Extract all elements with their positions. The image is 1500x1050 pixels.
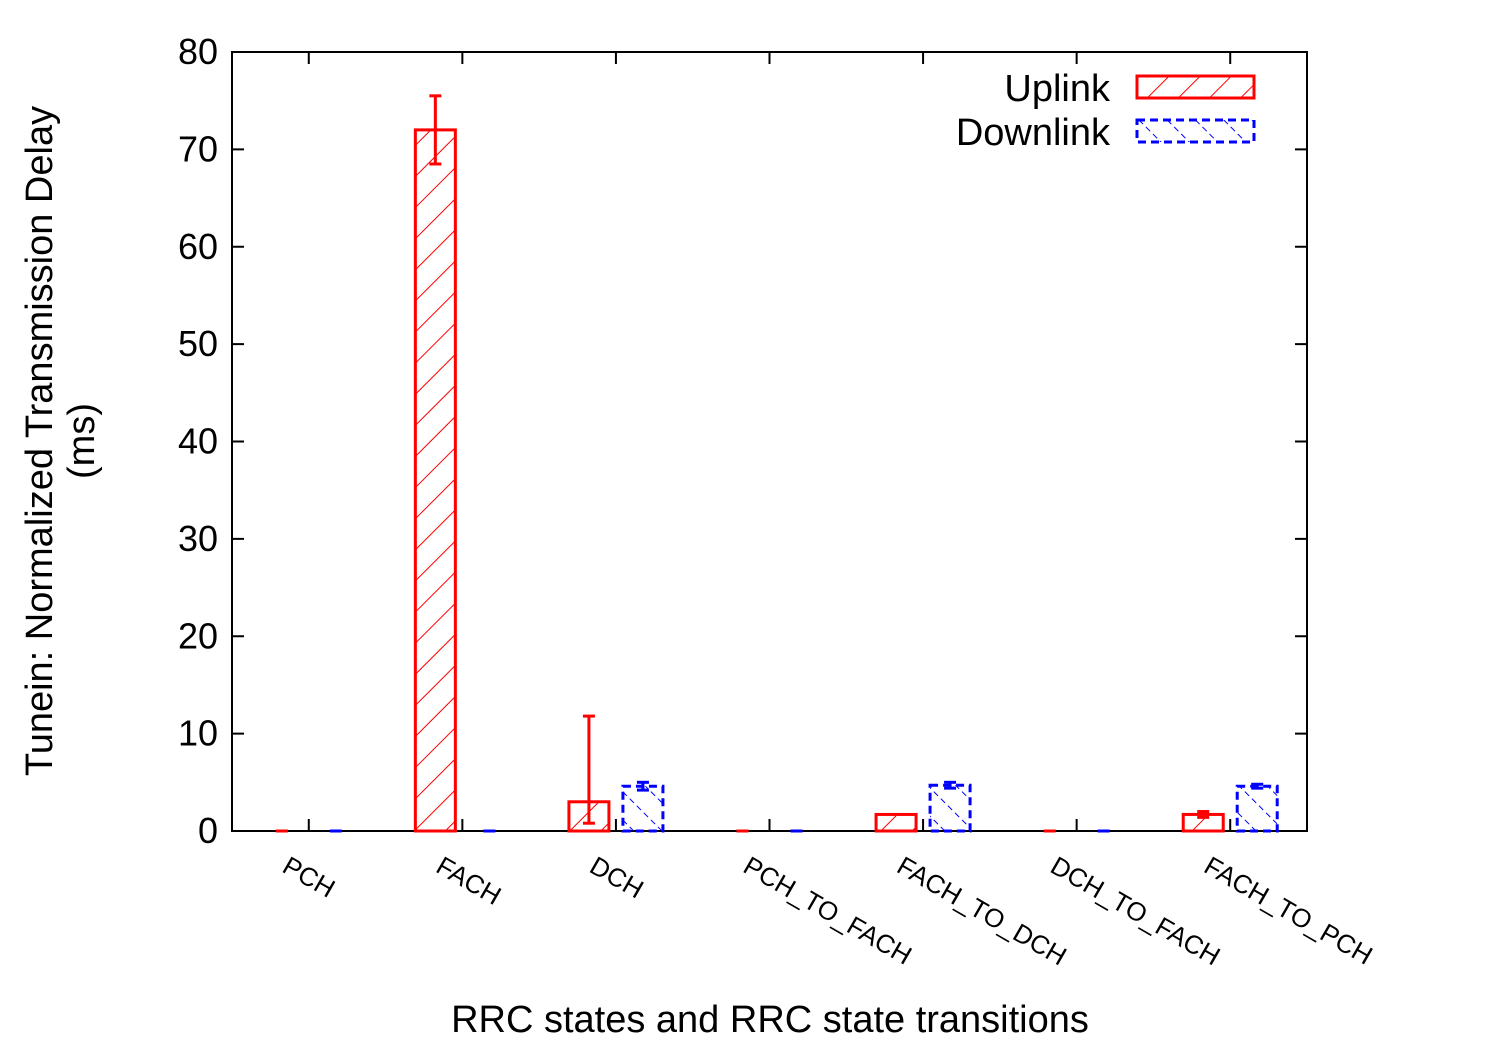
x-category-label: FACH <box>431 850 506 911</box>
legend-label-downlink: Downlink <box>956 112 1111 154</box>
legend-entry-uplink: Uplink <box>1004 68 1256 110</box>
plot-border <box>231 51 1308 832</box>
bar-downlink <box>1235 784 1279 833</box>
bars <box>275 128 1279 833</box>
y-tick-label: 20 <box>178 615 218 656</box>
x-category-label: DCH_TO_FACH <box>1046 850 1226 971</box>
error-bars <box>429 94 1264 825</box>
y-tick-label: 0 <box>198 810 218 851</box>
bar-downlink <box>928 783 972 833</box>
x-axis-title: RRC states and RRC state transitions <box>451 999 1089 1041</box>
y-tick-label: 70 <box>178 128 218 169</box>
bar-uplink <box>874 812 918 833</box>
y-axis-title-line2: (ms) <box>61 403 103 479</box>
y-tick-label: 80 <box>178 31 218 72</box>
plot-area <box>231 51 1308 832</box>
legend-swatch-downlink <box>1135 118 1256 144</box>
y-axis-ticks: 0 10 20 30 40 50 60 70 80 <box>178 31 1307 851</box>
y-tick-label: 50 <box>178 323 218 364</box>
y-tick-label: 40 <box>178 421 218 462</box>
x-category-label: PCH <box>278 850 341 903</box>
y-tick-label: 60 <box>178 226 218 267</box>
legend-swatch-uplink <box>1135 74 1256 100</box>
y-tick-label: 10 <box>178 713 218 754</box>
legend-entry-downlink: Downlink <box>956 112 1256 154</box>
bar-uplink <box>413 128 457 833</box>
x-category-label: FACH_TO_DCH <box>892 850 1072 971</box>
legend: Uplink Downlink <box>956 68 1256 154</box>
x-category-label: DCH <box>585 850 649 904</box>
bar-downlink <box>621 784 665 833</box>
y-axis-title-line1: Tunein: Normalized Transmission Delay <box>19 106 61 776</box>
y-tick-label: 30 <box>178 518 218 559</box>
x-category-label: FACH_TO_PCH <box>1199 850 1378 970</box>
legend-label-uplink: Uplink <box>1004 68 1111 110</box>
x-category-label: PCH_TO_FACH <box>739 850 918 970</box>
y-axis-title: Tunein: Normalized Transmission Delay (m… <box>19 106 103 776</box>
